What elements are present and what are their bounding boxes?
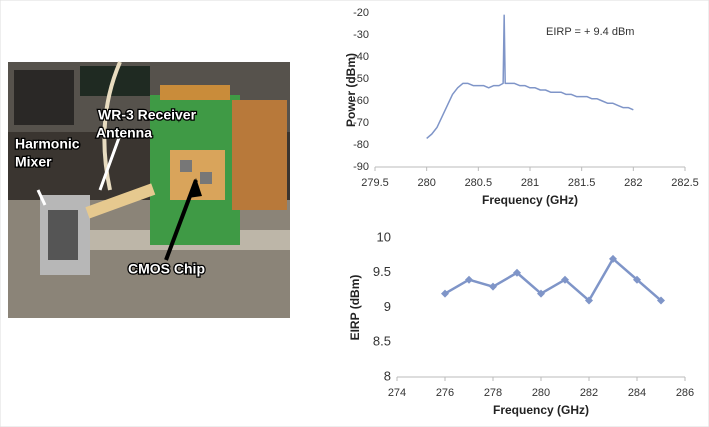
y-axis-title: EIRP (dBm) bbox=[348, 275, 362, 341]
x-tick-label: 280 bbox=[417, 177, 435, 189]
y-tick-label: 8.5 bbox=[373, 334, 391, 349]
photo-label: CMOS Chip bbox=[128, 261, 205, 277]
photo-label: Antenna bbox=[96, 125, 152, 141]
x-axis-title: Frequency (GHz) bbox=[493, 403, 589, 417]
x-tick-label: 282 bbox=[580, 387, 598, 399]
y-tick-label: -90 bbox=[353, 161, 369, 173]
annotation: EIRP = + 9.4 dBm bbox=[546, 26, 634, 38]
x-tick-label: 286 bbox=[676, 387, 694, 399]
x-tick-label: 279.5 bbox=[361, 177, 389, 189]
photo: WR-3 Receiver Antenna Harmonic Mixer CMO… bbox=[8, 62, 290, 318]
y-tick-label: -30 bbox=[353, 29, 369, 41]
x-tick-label: 282.5 bbox=[671, 177, 699, 189]
x-tick-label: 280 bbox=[532, 387, 550, 399]
x-tick-label: 282 bbox=[624, 177, 642, 189]
x-tick-label: 284 bbox=[628, 387, 646, 399]
y-tick-label: -80 bbox=[353, 139, 369, 151]
photo-label: Mixer bbox=[15, 154, 52, 170]
photo-label: WR-3 Receiver bbox=[98, 107, 197, 123]
x-tick-label: 281.5 bbox=[568, 177, 596, 189]
figure: WR-3 Receiver Antenna Harmonic Mixer CMO… bbox=[0, 0, 709, 427]
x-axis-title: Frequency (GHz) bbox=[482, 193, 578, 207]
y-tick-label: -20 bbox=[353, 7, 369, 19]
y-axis-title: Power (dBm) bbox=[344, 53, 358, 127]
photo-label: Harmonic bbox=[15, 136, 80, 152]
y-tick-label: 8 bbox=[384, 368, 391, 383]
x-tick-label: 276 bbox=[436, 387, 454, 399]
x-tick-label: 281 bbox=[521, 177, 539, 189]
y-tick-label: 9 bbox=[384, 299, 391, 314]
y-tick-label: 9.5 bbox=[373, 264, 391, 279]
x-tick-label: 278 bbox=[484, 387, 502, 399]
x-tick-label: 280.5 bbox=[465, 177, 493, 189]
x-tick-label: 274 bbox=[388, 387, 406, 399]
y-tick-label: 10 bbox=[377, 229, 391, 244]
